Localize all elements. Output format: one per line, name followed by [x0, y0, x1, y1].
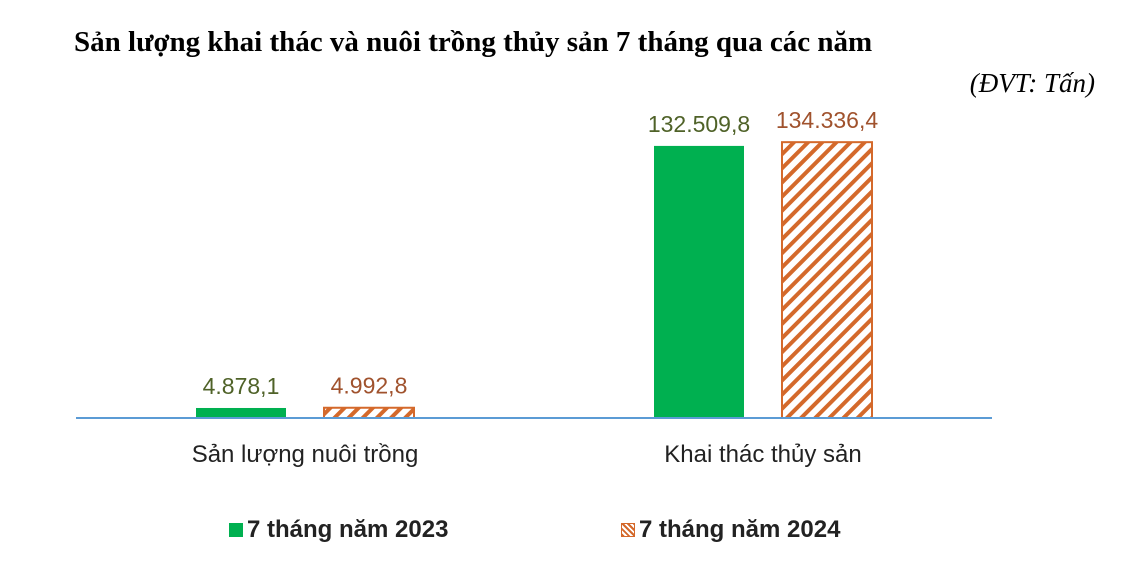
legend-item-2023: 7 tháng năm 2023	[229, 516, 448, 544]
unit-label: (ĐVT: Tấn)	[969, 68, 1095, 98]
chart-title: Sản lượng khai thác và nuôi trồng thủy s…	[74, 26, 873, 58]
data-label-2023-nuoi-trong: 4.878,1	[203, 373, 280, 399]
legend-swatch-2024	[621, 523, 635, 537]
labels-group: 4.878,1 4.992,8 132.509,8 134.336,4	[203, 107, 879, 399]
category-label-nuoi-trong: Sản lượng nuôi trồng	[192, 441, 419, 468]
legend-label-2024: 7 tháng năm 2024	[639, 516, 841, 543]
data-label-2023-khai-thac: 132.509,8	[648, 111, 750, 137]
legend-swatch-2023	[229, 523, 243, 537]
data-label-2024-khai-thac: 134.336,4	[776, 107, 879, 133]
legend-label-2023: 7 tháng năm 2023	[247, 516, 449, 543]
bar-chart: 4.878,1 4.992,8 132.509,8 134.336,4 Sản lượ…	[76, 107, 992, 468]
bar-2024-nuoi-trong	[323, 406, 415, 419]
bar-2024-khai-thac	[781, 141, 873, 419]
data-label-2024-nuoi-trong: 4.992,8	[331, 373, 408, 399]
legend: 7 tháng năm 2023 7 tháng năm 2024	[0, 516, 1139, 548]
bars-group	[196, 141, 873, 419]
legend-item-2024: 7 tháng năm 2024	[621, 516, 840, 544]
bar-2023-nuoi-trong	[196, 407, 286, 418]
category-label-khai-thac: Khai thác thủy sản	[664, 441, 861, 468]
bar-2023-khai-thac	[654, 145, 744, 418]
category-labels-group: Sản lượng nuôi trồng Khai thác thủy sản	[192, 441, 862, 468]
